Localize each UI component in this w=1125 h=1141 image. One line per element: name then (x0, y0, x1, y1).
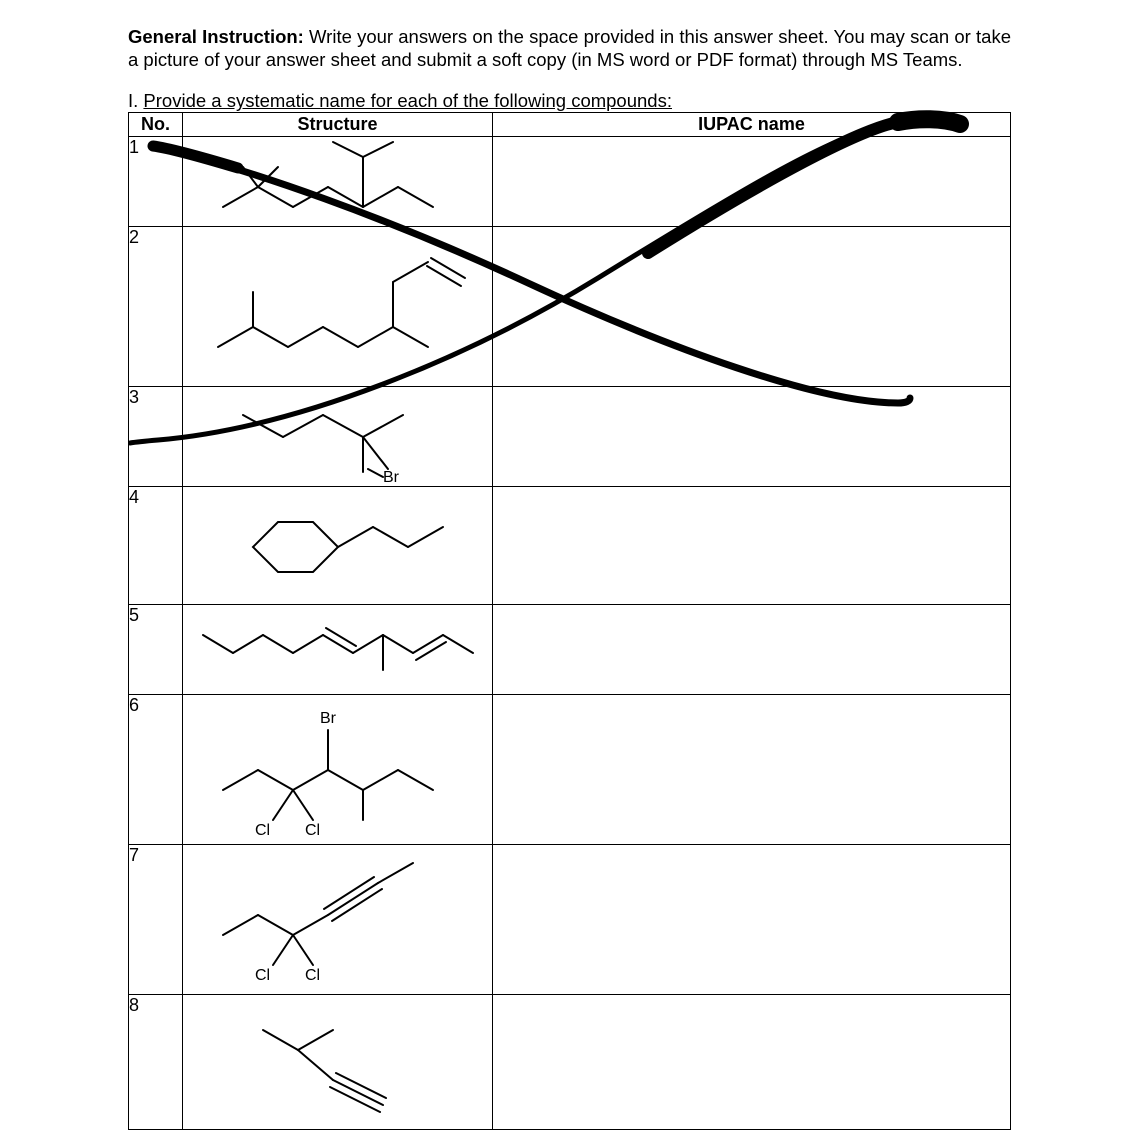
row-no: 1 (129, 137, 183, 227)
structure-cell-6: Cl Cl Br (183, 695, 493, 845)
iupac-cell-2[interactable] (493, 227, 1011, 387)
worksheet-page: General Instruction: Write your answers … (0, 0, 1125, 1130)
table-row: 5 (129, 605, 1011, 695)
molecule-1 (183, 137, 493, 227)
structure-cell-7: Cl Cl (183, 845, 493, 995)
table-row: 4 (129, 487, 1011, 605)
row-no: 7 (129, 845, 183, 995)
iupac-cell-4[interactable] (493, 487, 1011, 605)
cl-label: Cl (305, 822, 320, 839)
cl-label: Cl (305, 967, 320, 984)
molecule-6: Cl Cl Br (183, 695, 493, 845)
iupac-cell-6[interactable] (493, 695, 1011, 845)
table-row: 3 Br (129, 387, 1011, 487)
row-no: 8 (129, 995, 183, 1130)
iupac-cell-5[interactable] (493, 605, 1011, 695)
table-row: 2 (129, 227, 1011, 387)
table-row: 8 (129, 995, 1011, 1130)
cl-label: Cl (255, 822, 270, 839)
molecule-5 (183, 605, 493, 695)
iupac-cell-8[interactable] (493, 995, 1011, 1130)
section-prefix: I. (128, 90, 143, 111)
structure-cell-2 (183, 227, 493, 387)
iupac-cell-3[interactable] (493, 387, 1011, 487)
section-i-title: I. Provide a systematic name for each of… (128, 90, 1011, 112)
col-header-structure: Structure (183, 113, 493, 137)
col-header-no: No. (129, 113, 183, 137)
structure-cell-5 (183, 605, 493, 695)
instruction-label: General Instruction: (128, 26, 304, 47)
molecule-7: Cl Cl (183, 845, 493, 995)
row-no: 6 (129, 695, 183, 845)
col-header-iupac: IUPAC name (493, 113, 1011, 137)
table-header-row: No. Structure IUPAC name (129, 113, 1011, 137)
br-label: Br (383, 469, 400, 486)
structure-cell-8 (183, 995, 493, 1130)
section-underlined: Provide a systematic name for each of th… (143, 90, 672, 111)
br-label: Br (320, 710, 337, 727)
iupac-cell-1[interactable] (493, 137, 1011, 227)
molecule-4 (183, 487, 493, 605)
molecule-3: Br (183, 387, 493, 487)
row-no: 3 (129, 387, 183, 487)
answers-table: No. Structure IUPAC name 1 (128, 112, 1011, 1130)
cl-label: Cl (255, 967, 270, 984)
structure-cell-3: Br (183, 387, 493, 487)
table-row: 1 (129, 137, 1011, 227)
general-instruction: General Instruction: Write your answers … (128, 25, 1011, 72)
row-no: 2 (129, 227, 183, 387)
row-no: 4 (129, 487, 183, 605)
molecule-2 (183, 227, 493, 387)
structure-cell-1 (183, 137, 493, 227)
row-no: 5 (129, 605, 183, 695)
structure-cell-4 (183, 487, 493, 605)
table-row: 7 Cl Cl (129, 845, 1011, 995)
molecule-8 (183, 995, 493, 1130)
table-row: 6 Cl Cl (129, 695, 1011, 845)
iupac-cell-7[interactable] (493, 845, 1011, 995)
